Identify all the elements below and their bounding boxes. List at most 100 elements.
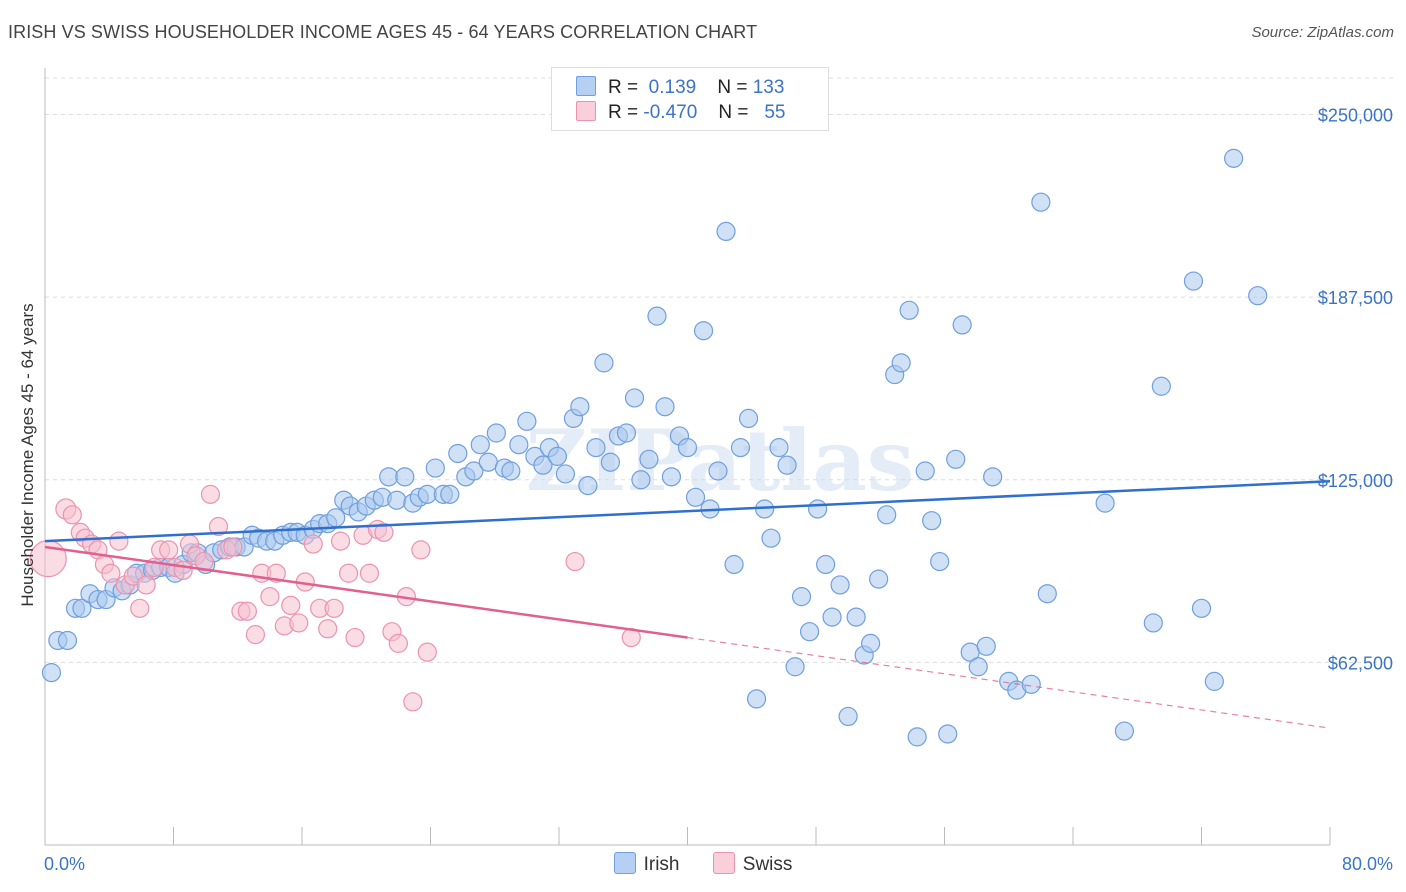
y-tick-label: $125,000 (1318, 471, 1393, 491)
legend-row-swiss: R = -0.470 N = 55 (576, 101, 785, 127)
irish-point (976, 636, 996, 656)
swiss-point (159, 540, 179, 560)
irish-point (616, 423, 637, 443)
irish-point (594, 353, 614, 373)
irish-point (922, 511, 942, 531)
irish-point (822, 607, 842, 627)
legend-item-irish[interactable]: Irish (613, 852, 680, 876)
irish-point (861, 633, 881, 653)
irish-point (724, 554, 744, 575)
irish-point (448, 443, 468, 464)
irish-point (547, 446, 567, 466)
irish-point (1224, 148, 1244, 168)
swiss-point (200, 484, 221, 504)
swiss-point (411, 540, 431, 560)
irish-point (417, 484, 437, 504)
irish-point (72, 598, 92, 618)
irish-point (738, 408, 759, 429)
irish-trend-line (44, 479, 1331, 543)
irish-r-value: 0.139 (648, 77, 697, 98)
irish-legend-swatch (613, 852, 636, 874)
irish-point (1183, 271, 1204, 291)
irish-point (661, 467, 682, 487)
swiss-point (281, 595, 301, 616)
swiss-point (62, 505, 82, 525)
swiss-swatch (576, 101, 596, 121)
swiss-point (324, 598, 344, 618)
axes (44, 68, 1331, 846)
swiss-point (173, 560, 193, 580)
irish-point (899, 300, 919, 320)
irish-point (631, 470, 651, 490)
swiss-point (374, 522, 394, 542)
swiss-n-value: 55 (764, 102, 786, 123)
irish-point (761, 528, 781, 548)
r-label: R = (608, 77, 639, 98)
irish-point (693, 321, 714, 341)
legend-item-swiss[interactable]: Swiss (712, 852, 792, 876)
irish-point (1021, 674, 1041, 694)
irish-point (816, 554, 836, 575)
irish-point (791, 587, 812, 607)
irish-point (425, 458, 445, 478)
series-legend: Irish Swiss (0, 852, 1406, 876)
legend-row-irish: R = 0.139 N = 133 (576, 76, 784, 102)
irish-point (1031, 192, 1051, 212)
irish-swatch (576, 76, 596, 96)
irish-point (517, 411, 537, 431)
irish-point (470, 435, 490, 455)
irish-point (509, 435, 529, 455)
swiss-point (403, 692, 423, 712)
irish-point (907, 727, 927, 747)
irish-point (808, 499, 828, 519)
irish-point (41, 663, 62, 683)
swiss-point (338, 563, 359, 583)
irish-point (647, 306, 667, 326)
irish-point (846, 607, 866, 627)
irish-point (478, 452, 498, 472)
irish-point (785, 657, 805, 677)
irish-point (708, 461, 728, 481)
irish-point (57, 630, 78, 651)
swiss-point (417, 642, 437, 662)
irish-point (570, 397, 590, 417)
irish-point (578, 476, 598, 496)
chart-source: Source: ZipAtlas.com (1251, 24, 1394, 41)
irish-point (1143, 613, 1163, 633)
irish-point (799, 622, 820, 642)
swiss-point (289, 613, 309, 633)
y-tick-label: $187,500 (1318, 288, 1393, 308)
irish-point (655, 397, 675, 417)
correlation-legend: R = 0.139 N = 133 R = -0.470 N = 55 (551, 67, 829, 131)
swiss-point (223, 537, 243, 557)
swiss-point (237, 601, 257, 621)
y-tick-label: $250,000 (1318, 106, 1393, 126)
watermark: ZIPatlas (526, 411, 914, 510)
swiss-trend-line (44, 545, 688, 639)
irish-point (379, 467, 399, 487)
irish-point (1095, 493, 1115, 513)
swiss-r-value: -0.470 (643, 102, 698, 123)
irish-point (730, 438, 751, 458)
irish-point (716, 221, 736, 241)
irish-point (387, 490, 407, 510)
swiss-point (208, 516, 229, 537)
irish-point (1191, 598, 1212, 618)
n-label: N = (717, 77, 748, 98)
irish-point (915, 461, 935, 481)
irish-point (586, 438, 606, 458)
x-tick-labels: 0.0% 80.0% (44, 854, 1393, 874)
irish-point (777, 455, 797, 475)
irish-point (1248, 286, 1268, 306)
swiss-point (345, 627, 365, 648)
irish-point (946, 449, 966, 469)
chart-title: IRISH VS SWISS HOUSEHOLDER INCOME AGES 4… (8, 22, 758, 42)
irish-point (555, 464, 576, 484)
irish-point (968, 657, 988, 677)
irish-point (486, 423, 506, 443)
irish-point (930, 551, 950, 572)
irish-point (501, 461, 521, 481)
swiss-legend-swatch (712, 852, 735, 874)
irish-point (1151, 376, 1171, 396)
